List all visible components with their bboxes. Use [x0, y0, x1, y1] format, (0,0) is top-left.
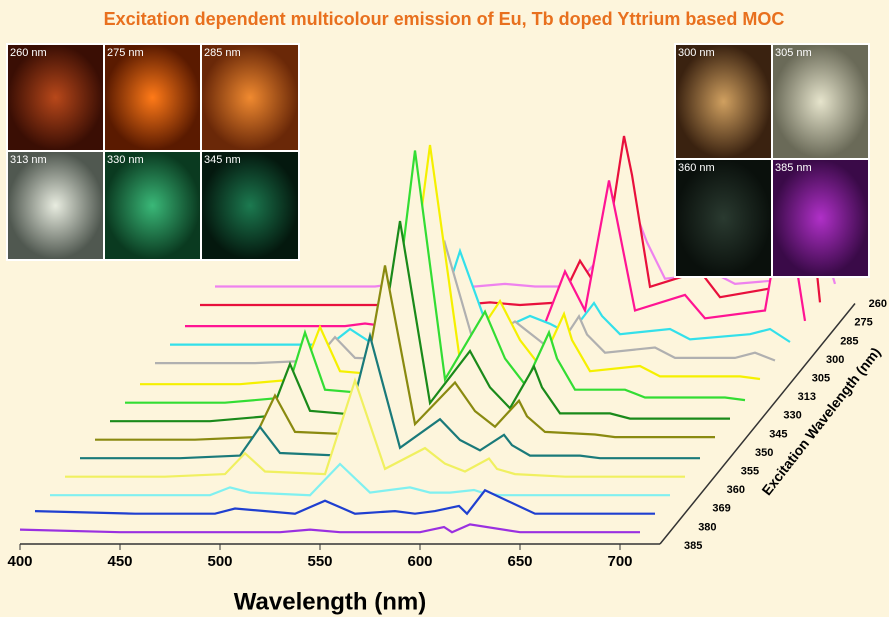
legend-label: 300 [826, 354, 844, 366]
x-axis-title: Wavelength (nm) [234, 588, 426, 615]
x-tick-label: 600 [407, 553, 432, 570]
series-line [65, 376, 685, 478]
inset-label: 305 nm [775, 47, 812, 59]
series-occluder [125, 150, 745, 411]
legend-label: 345 [769, 428, 787, 440]
legend-label: 285 [840, 335, 858, 347]
x-tick-label: 650 [507, 553, 532, 570]
legend-label: 305 [812, 373, 830, 385]
legend-label: 385 [684, 540, 702, 552]
inset-label: 285 nm [204, 47, 241, 59]
series-occluder [95, 265, 715, 448]
inset-label: 260 nm [10, 47, 47, 59]
series-line [155, 239, 776, 365]
x-tick-label: 500 [207, 553, 232, 570]
series-occluder [200, 110, 820, 318]
legend-label: 313 [798, 391, 816, 403]
series-line [170, 247, 791, 346]
inset-label: 330 nm [107, 154, 144, 166]
legend-label: 275 [854, 317, 872, 329]
series-occluder [65, 380, 685, 485]
z-axis-line [659, 303, 856, 545]
inset-label: 313 nm [10, 154, 47, 166]
inset-image [105, 45, 200, 150]
legend-label: 355 [741, 466, 759, 478]
series-line [185, 180, 807, 328]
legend-label: 369 [712, 503, 730, 515]
series-line [50, 462, 670, 497]
series-line [110, 220, 730, 423]
inset-image [105, 152, 200, 259]
chart-title: Excitation dependent multicolour emissio… [104, 9, 785, 29]
legend-label: 330 [783, 410, 801, 422]
series-line [34, 488, 655, 516]
series-line [140, 144, 761, 386]
series-occluder [80, 336, 700, 466]
series-line [95, 265, 715, 441]
series-line [19, 523, 640, 534]
series-occluder [140, 145, 760, 392]
legend-label: 350 [755, 447, 773, 459]
inset-image [202, 152, 298, 259]
x-tick-label: 550 [307, 553, 332, 570]
inset-image [8, 152, 103, 259]
inset-image [202, 45, 298, 150]
series-line [125, 150, 746, 404]
series-occluder [110, 221, 730, 429]
inset-label: 385 nm [775, 162, 812, 174]
series-line [80, 331, 700, 460]
legend-label: 360 [727, 484, 745, 496]
inset-image [773, 45, 868, 158]
legend-label: 260 [869, 298, 887, 310]
inset-label: 360 nm [678, 162, 715, 174]
inset-image [8, 45, 103, 150]
plot [19, 109, 837, 540]
x-tick-label: 450 [107, 553, 132, 570]
inset-label: 345 nm [204, 154, 241, 166]
inset-image [676, 45, 771, 158]
inset-image [676, 160, 771, 276]
series-occluder [185, 180, 805, 337]
legend-label: 380 [698, 521, 716, 533]
inset-image [773, 160, 868, 276]
inset-label: 300 nm [678, 47, 715, 59]
x-tick-label: 400 [7, 553, 32, 570]
inset-label: 275 nm [107, 47, 144, 59]
x-tick-label: 700 [607, 553, 632, 570]
